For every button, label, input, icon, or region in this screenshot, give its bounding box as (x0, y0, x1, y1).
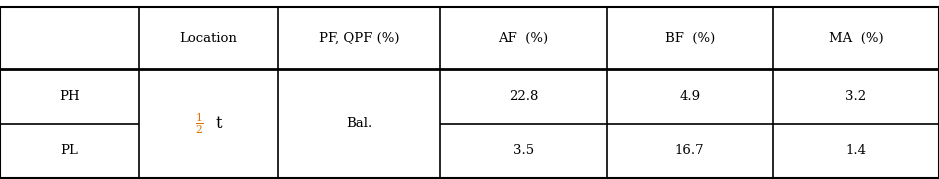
Text: 3.2: 3.2 (845, 90, 867, 103)
Text: 22.8: 22.8 (509, 90, 538, 103)
Text: BF  (%): BF (%) (665, 32, 715, 45)
Text: Bal.: Bal. (346, 117, 372, 130)
Text: PL: PL (60, 144, 79, 157)
Text: PH: PH (59, 90, 80, 103)
Text: Location: Location (179, 32, 238, 45)
Text: 16.7: 16.7 (675, 144, 704, 157)
Text: PF, QPF (%): PF, QPF (%) (319, 32, 399, 45)
Text: 1.4: 1.4 (845, 144, 867, 157)
Text: 4.9: 4.9 (679, 90, 700, 103)
Text: MA  (%): MA (%) (828, 32, 884, 45)
Text: 3.5: 3.5 (513, 144, 534, 157)
Text: AF  (%): AF (%) (499, 32, 548, 45)
Text: $\mathregular{\frac{1}{2}}$: $\mathregular{\frac{1}{2}}$ (195, 111, 204, 136)
Text: t: t (216, 115, 223, 132)
